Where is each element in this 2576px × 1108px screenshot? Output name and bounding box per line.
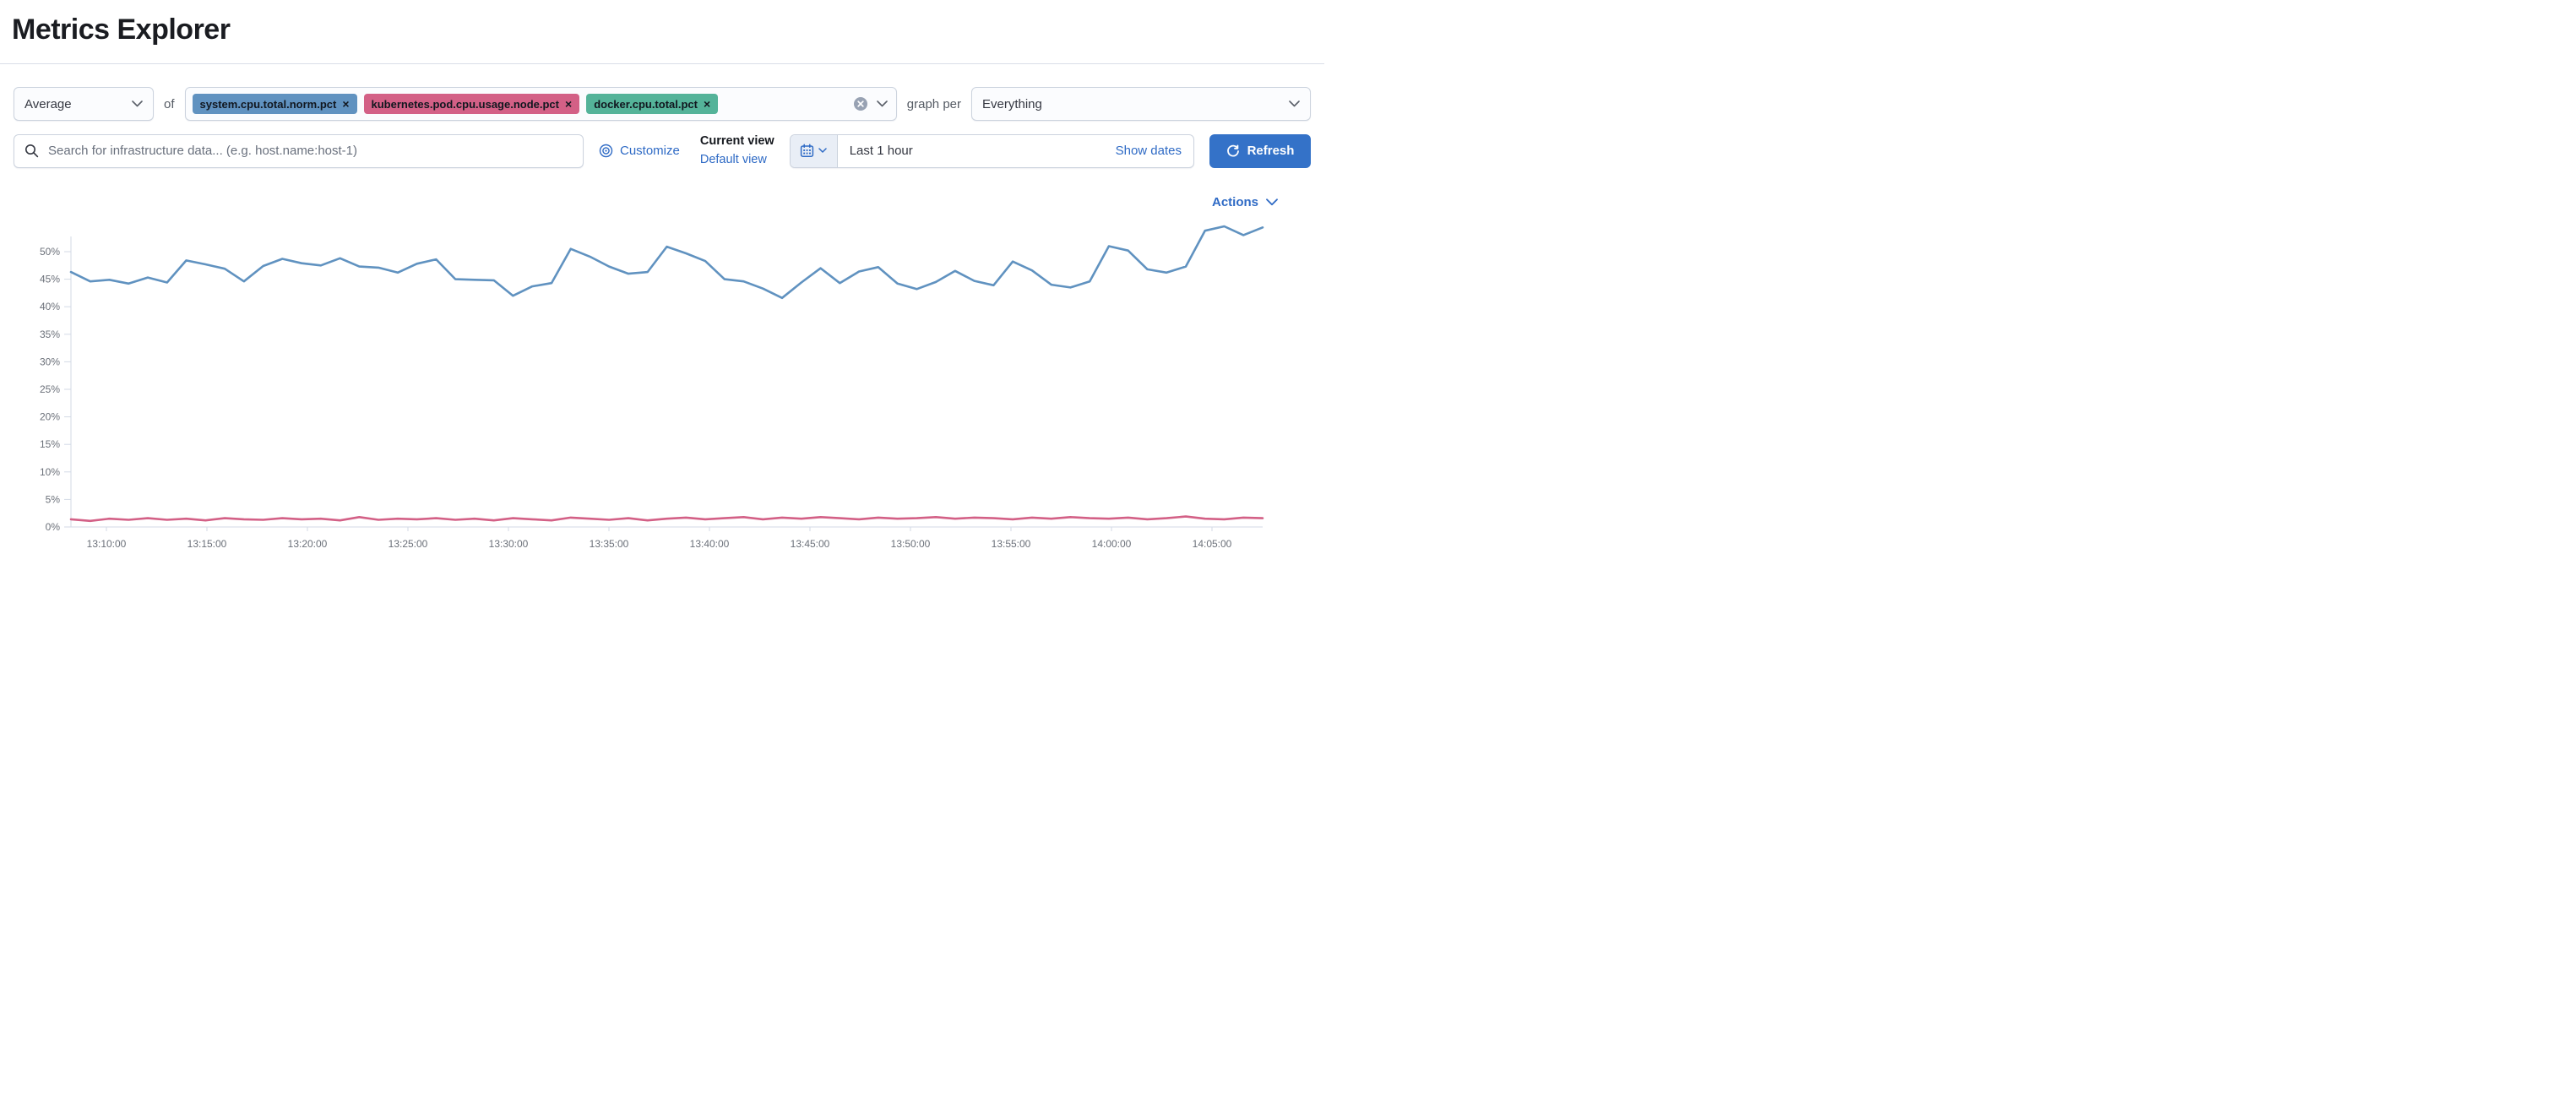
x-tick-label: 13:15:00 <box>187 538 227 550</box>
search-input[interactable] <box>46 143 573 160</box>
y-tick-label: 20% <box>40 410 60 422</box>
x-tick-label: 14:00:00 <box>1092 538 1132 550</box>
actions-label: Actions <box>1211 194 1258 209</box>
graph-per-label: graph per <box>906 96 961 111</box>
chevron-down-icon <box>1289 100 1300 107</box>
refresh-label: Refresh <box>1247 144 1295 159</box>
actions-menu-button[interactable]: Actions <box>1212 195 1278 209</box>
chevron-down-icon <box>818 148 827 153</box>
clear-metrics-icon[interactable] <box>853 96 868 111</box>
chevron-down-icon <box>1266 198 1278 205</box>
y-tick-label: 5% <box>46 493 61 505</box>
metrics-combobox[interactable]: system.cpu.total.norm.pct × kubernetes.pod… <box>184 87 897 121</box>
aggregation-select[interactable]: Average <box>14 87 154 121</box>
remove-metric-icon[interactable]: × <box>342 97 350 111</box>
metric-pill-list: system.cpu.total.norm.pct × kubernetes.pod… <box>192 94 846 114</box>
x-tick-label: 13:40:00 <box>690 538 730 550</box>
y-tick-label: 0% <box>46 521 61 533</box>
refresh-icon <box>1226 144 1239 157</box>
metric-pill[interactable]: kubernetes.pod.cpu.usage.node.pct × <box>363 94 580 114</box>
x-tick-label: 13:45:00 <box>791 538 830 550</box>
x-tick-label: 13:30:00 <box>489 538 529 550</box>
series-line-system.cpu.total.norm.pct <box>69 225 1264 299</box>
metric-pill-label: docker.cpu.total.pct <box>594 97 698 111</box>
y-tick-label: 50% <box>40 246 60 258</box>
chevron-down-icon[interactable] <box>876 100 888 107</box>
customize-button[interactable]: Customize <box>599 144 680 158</box>
aggregation-value: Average <box>24 96 72 111</box>
calendar-icon <box>801 144 814 158</box>
remove-metric-icon[interactable]: × <box>565 97 573 111</box>
customize-icon <box>599 144 613 158</box>
x-tick-label: 13:55:00 <box>992 538 1031 550</box>
refresh-button[interactable]: Refresh <box>1209 133 1311 168</box>
y-tick-label: 25% <box>40 383 60 395</box>
chevron-down-icon <box>132 100 143 107</box>
header-divider <box>0 63 1324 64</box>
x-tick-label: 14:05:00 <box>1193 538 1232 550</box>
metric-pill[interactable]: docker.cpu.total.pct × <box>586 94 719 114</box>
date-picker-menu-button[interactable] <box>790 134 838 167</box>
y-tick-label: 45% <box>40 273 60 285</box>
series-line-kubernetes.pod.cpu.usage.node.pct <box>69 514 1264 522</box>
x-tick-label: 13:25:00 <box>389 538 428 550</box>
y-tick-label: 30% <box>40 356 60 367</box>
of-label: of <box>164 96 175 111</box>
group-by-value: Everything <box>982 96 1042 111</box>
default-view-link[interactable]: Default view <box>699 152 767 166</box>
time-range-value[interactable]: Last 1 hour <box>849 144 913 159</box>
y-tick-label: 35% <box>40 328 60 339</box>
search-icon <box>25 144 39 158</box>
show-dates-button[interactable]: Show dates <box>1115 144 1182 159</box>
metric-pill-label: system.cpu.total.norm.pct <box>199 97 337 111</box>
metric-pill[interactable]: system.cpu.total.norm.pct × <box>192 94 357 114</box>
y-tick-label: 15% <box>40 438 60 450</box>
y-tick-label: 10% <box>40 465 60 477</box>
group-by-select[interactable]: Everything <box>971 87 1311 121</box>
current-view-label: Current view <box>699 134 774 148</box>
remove-metric-icon[interactable]: × <box>704 97 711 111</box>
customize-label: Customize <box>620 144 680 159</box>
date-picker[interactable]: Last 1 hour Show dates <box>789 133 1194 168</box>
line-chart-canvas[interactable]: 0% 5% 10% 15% 20% 25% 30% 35% 40% 45% 50% 13:10:00 1… <box>0 223 1324 565</box>
x-tick-label: 13:20:00 <box>288 538 328 550</box>
metrics-chart[interactable]: 0% 5% 10% 15% 20% 25% 30% 35% 40% 45% 50% 13:10:00 1… <box>0 223 1324 569</box>
x-tick-label: 13:10:00 <box>87 538 127 550</box>
metrics-explorer-page: Metrics Explorer Average of system.cpu.t… <box>0 0 1324 570</box>
x-tick-label: 13:35:00 <box>590 538 629 550</box>
search-field[interactable] <box>14 133 584 168</box>
metric-pill-label: kubernetes.pod.cpu.usage.node.pct <box>371 97 559 111</box>
x-tick-label: 13:50:00 <box>891 538 931 550</box>
view-switcher: Current view Default view <box>700 133 774 170</box>
y-tick-label: 40% <box>40 301 60 312</box>
page-title: Metrics Explorer <box>12 14 231 46</box>
